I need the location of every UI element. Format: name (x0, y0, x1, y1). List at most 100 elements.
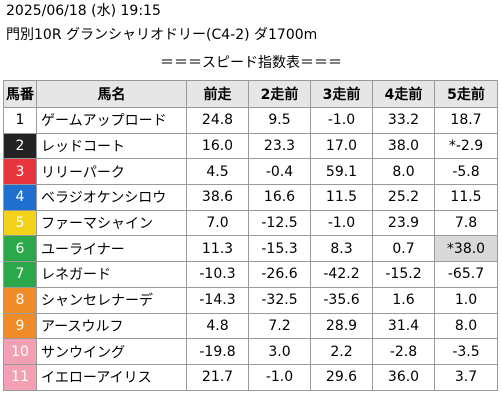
horse-name: ゲームアップロード (36, 107, 187, 134)
horse-number: 11 (3, 363, 37, 391)
speed-index-value: -1.0 (248, 363, 311, 391)
speed-index-value: -15.3 (248, 235, 311, 263)
speed-index-value: 16.0 (186, 132, 249, 160)
speed-index-value: 8.0 (434, 312, 498, 340)
col-header-4-races-ago: 4走前 (372, 80, 435, 108)
speed-index-value: 8.3 (310, 235, 373, 263)
col-header-horse-name: 馬名 (36, 80, 187, 108)
speed-index-value: 18.7 (434, 107, 498, 134)
horse-number: 3 (3, 158, 37, 186)
table-row: 6 ユーライナー 11.3 -15.3 8.3 0.7 *38.0 (3, 235, 498, 263)
speed-index-table: 馬番 馬名 前走 2走前 3走前 4走前 5走前 1 ゲームアップロード 24.8 9… (3, 80, 498, 391)
speed-index-value: *-2.9 (434, 132, 498, 160)
horse-name: イエローアイリス (36, 363, 187, 391)
speed-index-value: 24.8 (186, 107, 249, 134)
speed-index-value: 23.9 (372, 209, 435, 237)
horse-name: リリーパーク (36, 158, 187, 186)
speed-index-value: -0.4 (248, 158, 311, 186)
col-header-2-races-ago: 2走前 (248, 80, 311, 108)
speed-index-value: 0.7 (372, 235, 435, 263)
speed-index-value: 23.3 (248, 132, 311, 160)
speed-index-value: -1.0 (310, 209, 373, 237)
table-row: 8 シャンセレナーデ -14.3 -32.5 -35.6 1.6 1.0 (3, 286, 498, 314)
table-row: 3 リリーパーク 4.5 -0.4 59.1 8.0 -5.8 (3, 158, 498, 186)
horse-number: 9 (3, 312, 37, 340)
horse-name: アースウルフ (36, 312, 187, 340)
horse-name: ファーマシャイン (36, 209, 187, 237)
speed-index-value: -32.5 (248, 286, 311, 314)
speed-index-value: -12.5 (248, 209, 311, 237)
horse-number: 5 (3, 209, 37, 237)
horse-name: レッドコート (36, 132, 187, 160)
speed-index-value: 1.0 (434, 286, 498, 314)
table-header-row: 馬番 馬名 前走 2走前 3走前 4走前 5走前 (3, 80, 498, 108)
speed-index-value: -42.2 (310, 261, 373, 288)
speed-index-value: 11.3 (186, 235, 249, 263)
speed-index-value: 38.6 (186, 184, 249, 211)
speed-index-value: -19.8 (186, 338, 249, 365)
horse-name: ベラジオケンシロウ (36, 184, 187, 211)
col-header-last-race: 前走 (186, 80, 249, 108)
race-title: 門別10R グランシャリオドリー(C4-2) ダ1700m (6, 27, 318, 43)
table-row: 10 サンウイング -19.8 3.0 2.2 -2.8 -3.5 (3, 338, 498, 365)
speed-index-value: 38.0 (372, 132, 435, 160)
table-row: 7 レネガード -10.3 -26.6 -42.2 -15.2 -65.7 (3, 261, 498, 288)
speed-index-value: 36.0 (372, 363, 435, 391)
table-row: 1 ゲームアップロード 24.8 9.5 -1.0 33.2 18.7 (3, 107, 498, 134)
table-row: 9 アースウルフ 4.8 7.2 28.9 31.4 8.0 (3, 312, 498, 340)
speed-index-value: 29.6 (310, 363, 373, 391)
speed-index-value: 16.6 (248, 184, 311, 211)
speed-index-value: 28.9 (310, 312, 373, 340)
speed-index-value: 11.5 (434, 184, 498, 211)
speed-index-value: 7.0 (186, 209, 249, 237)
speed-index-value: 25.2 (372, 184, 435, 211)
speed-index-value: -1.0 (310, 107, 373, 134)
horse-name: サンウイング (36, 338, 187, 365)
speed-index-value: 2.2 (310, 338, 373, 365)
table-row: 4 ベラジオケンシロウ 38.6 16.6 11.5 25.2 11.5 (3, 184, 498, 211)
horse-name: レネガード (36, 261, 187, 288)
speed-index-value: 4.8 (186, 312, 249, 340)
speed-index-value: 9.5 (248, 107, 311, 134)
horse-number: 10 (3, 338, 37, 365)
speed-index-value: -14.3 (186, 286, 249, 314)
col-header-3-races-ago: 3走前 (310, 80, 373, 108)
speed-index-value: 8.0 (372, 158, 435, 186)
table-row: 5 ファーマシャイン 7.0 -12.5 -1.0 23.9 7.8 (3, 209, 498, 237)
speed-index-value: 4.5 (186, 158, 249, 186)
speed-index-value: 21.7 (186, 363, 249, 391)
horse-number: 7 (3, 261, 37, 288)
horse-number: 8 (3, 286, 37, 314)
speed-index-value: 7.8 (434, 209, 498, 237)
speed-index-value: 33.2 (372, 107, 435, 134)
race-datetime: 2025/06/18 (水) 19:15 (6, 3, 161, 19)
horse-name: ユーライナー (36, 235, 187, 263)
horse-name: シャンセレナーデ (36, 286, 187, 314)
col-header-number: 馬番 (3, 80, 37, 108)
speed-index-value: 17.0 (310, 132, 373, 160)
speed-index-value: -5.8 (434, 158, 498, 186)
table-row: 2 レッドコート 16.0 23.3 17.0 38.0 *-2.9 (3, 132, 498, 160)
speed-index-value: 3.7 (434, 363, 498, 391)
speed-index-value: 1.6 (372, 286, 435, 314)
horse-number: 1 (3, 107, 37, 134)
col-header-5-races-ago: 5走前 (434, 80, 498, 108)
speed-index-value: -26.6 (248, 261, 311, 288)
speed-index-value: 3.0 (248, 338, 311, 365)
speed-index-value: 11.5 (310, 184, 373, 211)
horse-number: 6 (3, 235, 37, 263)
speed-index-value: -3.5 (434, 338, 498, 365)
speed-index-value: *38.0 (434, 235, 498, 263)
speed-index-value: -65.7 (434, 261, 498, 288)
speed-index-value: 7.2 (248, 312, 311, 340)
speed-index-value: 59.1 (310, 158, 373, 186)
speed-index-value: -15.2 (372, 261, 435, 288)
horse-number: 2 (3, 132, 37, 160)
horse-number: 4 (3, 184, 37, 211)
speed-index-value: 31.4 (372, 312, 435, 340)
table-row: 11 イエローアイリス 21.7 -1.0 29.6 36.0 3.7 (3, 363, 498, 391)
speed-index-value: -2.8 (372, 338, 435, 365)
speed-index-value: -35.6 (310, 286, 373, 314)
section-title: ＝＝＝スピード指数表＝＝＝ (160, 55, 342, 71)
